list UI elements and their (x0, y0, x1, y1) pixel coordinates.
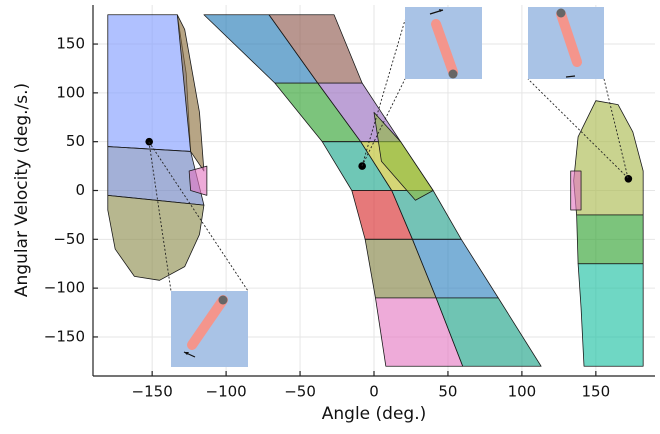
y-axis-label: Angular Velocity (deg./s.) (12, 83, 32, 297)
y-tick-label: 50 (66, 132, 85, 150)
x-tick-label: 0 (369, 383, 379, 401)
x-axis-label: Angle (deg.) (322, 404, 427, 424)
insets (148, 7, 629, 367)
x-tick-label: −50 (284, 383, 316, 401)
connector (361, 19, 406, 167)
region (107, 194, 205, 281)
state-point (145, 137, 153, 146)
connector (148, 141, 249, 292)
region (576, 214, 644, 265)
region (435, 297, 542, 367)
inset (171, 291, 248, 367)
x-tick-label: 50 (438, 383, 457, 401)
x-tick-label: 100 (508, 383, 537, 401)
region (373, 111, 434, 201)
x-tick-label: −150 (132, 383, 173, 401)
axes: −150 −100 −50 0 50 100 150 −150 −100 −50 0 50 100 150 (44, 5, 655, 401)
region (577, 263, 644, 367)
y-tick-label: 100 (56, 83, 85, 101)
x-tick-label: −100 (206, 383, 247, 401)
y-tick-label: 0 (75, 181, 85, 199)
state-point (624, 174, 633, 183)
connector (361, 78, 406, 167)
inset (405, 7, 482, 79)
y-tick-label: −100 (44, 279, 85, 297)
y-tick-label: 150 (56, 35, 85, 53)
region (573, 100, 644, 216)
plot-area (107, 14, 644, 367)
connector (148, 141, 172, 292)
region (188, 165, 208, 196)
x-tick-label: 150 (582, 383, 611, 401)
region (107, 14, 192, 152)
y-tick-label: −50 (53, 230, 85, 248)
connector (603, 78, 629, 179)
region (570, 170, 582, 211)
state-point (358, 162, 366, 170)
connector (527, 78, 629, 179)
y-tick-label: −150 (44, 327, 85, 345)
inset (528, 7, 604, 79)
region (176, 14, 205, 172)
